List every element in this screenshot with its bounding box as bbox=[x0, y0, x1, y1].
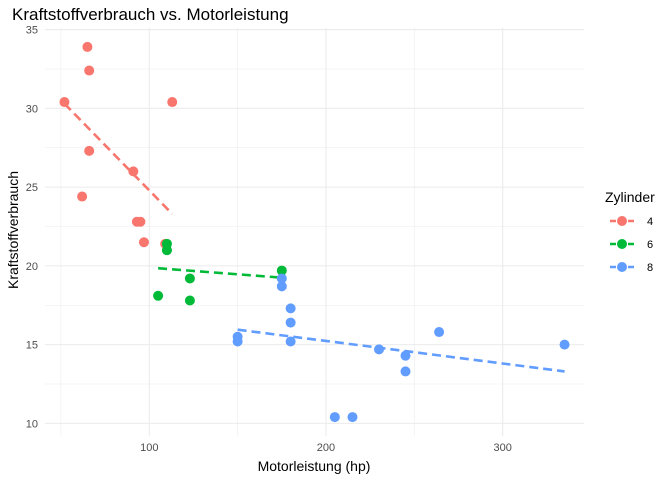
legend-label-6: 6 bbox=[647, 239, 653, 251]
y-tick-label: 10 bbox=[26, 418, 38, 430]
data-point-4 bbox=[128, 166, 139, 177]
y-tick-label: 25 bbox=[26, 182, 38, 194]
x-axis-ticks: 100 200 300 bbox=[140, 442, 512, 454]
data-point-6 bbox=[184, 295, 195, 306]
data-point-4 bbox=[59, 97, 70, 108]
trend-line-4 bbox=[63, 102, 174, 215]
data-point-4 bbox=[138, 237, 149, 248]
data-point-4 bbox=[84, 145, 95, 156]
grid bbox=[45, 28, 584, 436]
data-point-6 bbox=[184, 273, 195, 284]
data-point-8 bbox=[434, 327, 445, 338]
data-point-8 bbox=[285, 336, 296, 347]
chart-title: Kraftstoffverbrauch vs. Motorleistung bbox=[12, 5, 289, 24]
x-tick-label: 300 bbox=[494, 442, 512, 454]
data-point-8 bbox=[329, 412, 340, 423]
data-point-8 bbox=[276, 281, 287, 292]
y-axis-title: Kraftstoffverbrauch bbox=[5, 171, 21, 289]
data-point-6 bbox=[161, 238, 172, 249]
x-tick-label: 100 bbox=[140, 442, 158, 454]
trend-line-8 bbox=[237, 328, 565, 373]
legend: Zylinder 4 6 8 bbox=[605, 189, 655, 274]
trend-lines bbox=[63, 102, 565, 373]
data-points bbox=[59, 41, 570, 423]
data-point-8 bbox=[400, 366, 411, 377]
data-point-8 bbox=[347, 412, 358, 423]
data-point-4 bbox=[82, 41, 93, 52]
y-axis-ticks: 10 15 20 25 30 35 bbox=[26, 25, 38, 431]
data-point-8 bbox=[276, 273, 287, 284]
legend-label-4: 4 bbox=[647, 216, 653, 228]
data-point-4 bbox=[167, 97, 178, 108]
data-point-8 bbox=[285, 303, 296, 314]
data-point-8 bbox=[559, 339, 570, 350]
y-tick-label: 15 bbox=[26, 340, 38, 352]
data-point-8 bbox=[285, 317, 296, 328]
data-point-4 bbox=[77, 191, 88, 202]
x-tick-label: 200 bbox=[317, 442, 335, 454]
x-axis-title: Motorleistung (hp) bbox=[258, 458, 371, 474]
legend-key-point-4 bbox=[617, 216, 627, 226]
legend-label-8: 8 bbox=[647, 262, 653, 274]
data-point-8 bbox=[400, 350, 411, 361]
y-tick-label: 30 bbox=[26, 103, 38, 115]
legend-key-point-8 bbox=[617, 262, 627, 272]
data-point-6 bbox=[153, 290, 164, 301]
data-point-6 bbox=[276, 265, 287, 276]
trend-line-6 bbox=[158, 266, 282, 279]
data-point-8 bbox=[232, 336, 243, 347]
y-tick-label: 35 bbox=[26, 25, 38, 37]
legend-title: Zylinder bbox=[605, 189, 655, 205]
data-point-4 bbox=[84, 65, 95, 76]
data-point-4 bbox=[135, 216, 146, 227]
legend-key-point-6 bbox=[617, 239, 627, 249]
data-point-8 bbox=[374, 344, 385, 355]
y-tick-label: 20 bbox=[26, 261, 38, 273]
